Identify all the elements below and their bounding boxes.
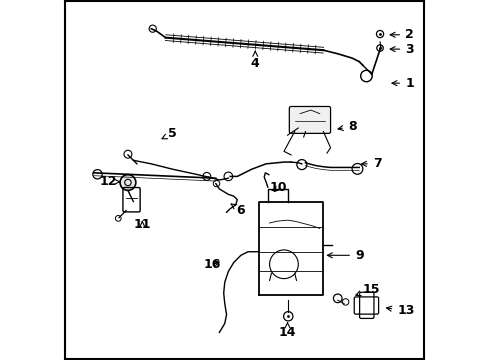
Text: 16: 16 xyxy=(203,258,221,271)
Text: 13: 13 xyxy=(386,305,414,318)
Text: 2: 2 xyxy=(389,28,413,41)
Text: 8: 8 xyxy=(337,120,356,133)
Text: 10: 10 xyxy=(269,181,287,194)
Circle shape xyxy=(120,175,136,190)
Text: 5: 5 xyxy=(162,127,177,140)
Text: 1: 1 xyxy=(391,77,413,90)
Text: 15: 15 xyxy=(355,283,380,296)
Text: 4: 4 xyxy=(250,51,259,70)
Text: 12: 12 xyxy=(99,175,120,188)
Text: 9: 9 xyxy=(327,249,363,262)
Text: 3: 3 xyxy=(389,42,413,55)
Text: 6: 6 xyxy=(231,204,244,217)
FancyBboxPatch shape xyxy=(289,107,330,134)
Text: 14: 14 xyxy=(278,323,296,339)
Text: 7: 7 xyxy=(361,157,381,170)
Text: 11: 11 xyxy=(133,218,151,231)
